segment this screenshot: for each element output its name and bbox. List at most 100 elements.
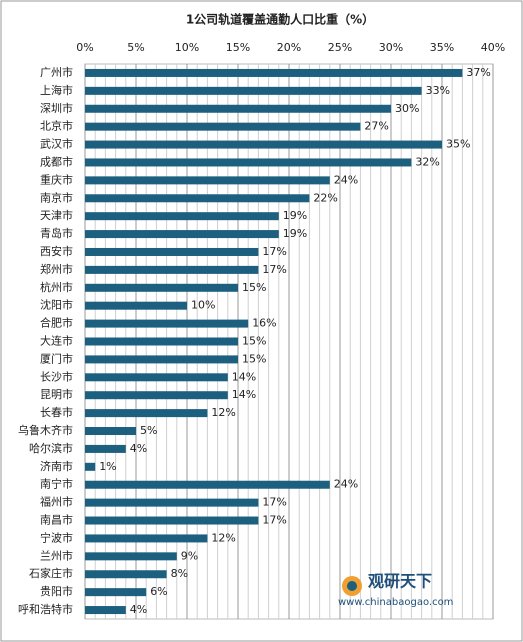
data-label: 4% [130, 442, 147, 455]
bar [85, 462, 96, 471]
data-label: 19% [283, 227, 307, 240]
bar [85, 283, 238, 292]
y-tick-label: 西安市 [40, 244, 73, 258]
data-label: 17% [262, 496, 286, 509]
y-tick-label: 杭州市 [40, 280, 73, 294]
data-label: 15% [242, 281, 266, 294]
y-tick-label: 南宁市 [40, 477, 73, 491]
y-tick-label: 深圳市 [40, 101, 73, 115]
x-tick-label: 0% [76, 41, 93, 54]
bar [85, 606, 126, 615]
bar [85, 570, 167, 579]
bar [85, 230, 279, 239]
data-label: 37% [466, 66, 490, 79]
bar [85, 319, 249, 328]
data-label: 8% [171, 567, 188, 580]
data-label: 22% [313, 191, 337, 204]
y-tick-label: 呼和浩特市 [18, 602, 73, 616]
data-label: 17% [262, 245, 286, 258]
x-tick-label: 15% [226, 41, 250, 54]
y-tick-label: 北京市 [40, 119, 73, 133]
data-label: 12% [211, 531, 235, 544]
bar [85, 68, 463, 77]
y-tick-label: 沈阳市 [40, 298, 73, 312]
y-tick-label: 南京市 [40, 190, 73, 204]
data-label: 27% [364, 120, 388, 133]
y-tick-label: 长沙市 [40, 369, 73, 383]
y-tick-label: 乌鲁木齐市 [18, 423, 73, 437]
watermark: 观研天下 www.chinabaogao.com [338, 572, 453, 609]
y-tick-label: 武汉市 [40, 137, 73, 151]
bar [85, 409, 208, 418]
data-label: 5% [140, 424, 157, 437]
bar [85, 391, 228, 400]
y-tick-label: 济南市 [40, 459, 73, 473]
y-tick-label: 兰州市 [40, 548, 73, 562]
x-tick-label: 40% [481, 41, 505, 54]
watermark-brand: 观研天下 [368, 572, 432, 591]
bar [85, 194, 310, 203]
data-label: 12% [211, 406, 235, 419]
bar [85, 122, 361, 131]
y-tick-label: 大连市 [40, 334, 73, 348]
x-tick-label: 10% [175, 41, 199, 54]
y-tick-label: 上海市 [40, 83, 73, 97]
data-label: 24% [334, 173, 358, 186]
x-tick-label: 20% [277, 41, 301, 54]
y-tick-label: 重庆市 [40, 172, 73, 186]
x-tick-label: 5% [127, 41, 144, 54]
data-label: 24% [334, 478, 358, 491]
data-label: 14% [232, 370, 256, 383]
bar [85, 373, 228, 382]
y-tick-label: 哈尔滨市 [29, 441, 73, 455]
bar [85, 212, 279, 221]
bar [85, 498, 259, 507]
y-tick-label: 天津市 [40, 208, 73, 222]
bar [85, 480, 330, 489]
bar [85, 247, 259, 256]
bar [85, 86, 422, 95]
x-tick-label: 25% [328, 41, 352, 54]
bar [85, 588, 147, 597]
y-tick-label: 福州市 [40, 495, 73, 509]
chart-title: 1公司轨道覆盖通勤人口比重（%） [186, 12, 374, 27]
y-tick-label: 宁波市 [40, 530, 73, 544]
data-label: 30% [395, 102, 419, 115]
bar [85, 516, 259, 525]
data-label: 16% [252, 317, 276, 330]
data-label: 33% [426, 84, 450, 97]
bar [85, 444, 126, 453]
data-label: 19% [283, 209, 307, 222]
data-label: 6% [150, 585, 167, 598]
data-label: 14% [232, 388, 256, 401]
y-tick-label: 厦门市 [40, 351, 73, 365]
bar [85, 176, 330, 185]
data-label: 17% [262, 263, 286, 276]
bar [85, 337, 238, 346]
y-tick-label: 石家庄市 [29, 566, 73, 580]
y-tick-label: 昆明市 [40, 387, 73, 401]
bar [85, 355, 238, 364]
bar [85, 104, 391, 113]
data-label: 15% [242, 335, 266, 348]
y-tick-label: 合肥市 [40, 316, 73, 330]
y-tick-label: 南昌市 [40, 513, 73, 527]
data-label: 32% [415, 155, 439, 168]
data-label: 17% [262, 514, 286, 527]
bar [85, 301, 187, 310]
bar [85, 552, 177, 561]
bar [85, 140, 442, 149]
bar [85, 158, 412, 167]
x-tick-label: 35% [430, 41, 454, 54]
bar [85, 534, 208, 543]
watermark-url: www.chinabaogao.com [338, 597, 453, 608]
data-label: 15% [242, 352, 266, 365]
data-label: 10% [191, 299, 215, 312]
y-tick-label: 郑州市 [40, 262, 73, 276]
data-label: 9% [181, 549, 198, 562]
y-tick-label: 长春市 [40, 405, 73, 419]
data-label: 1% [99, 460, 116, 473]
y-tick-label: 成都市 [40, 154, 73, 168]
